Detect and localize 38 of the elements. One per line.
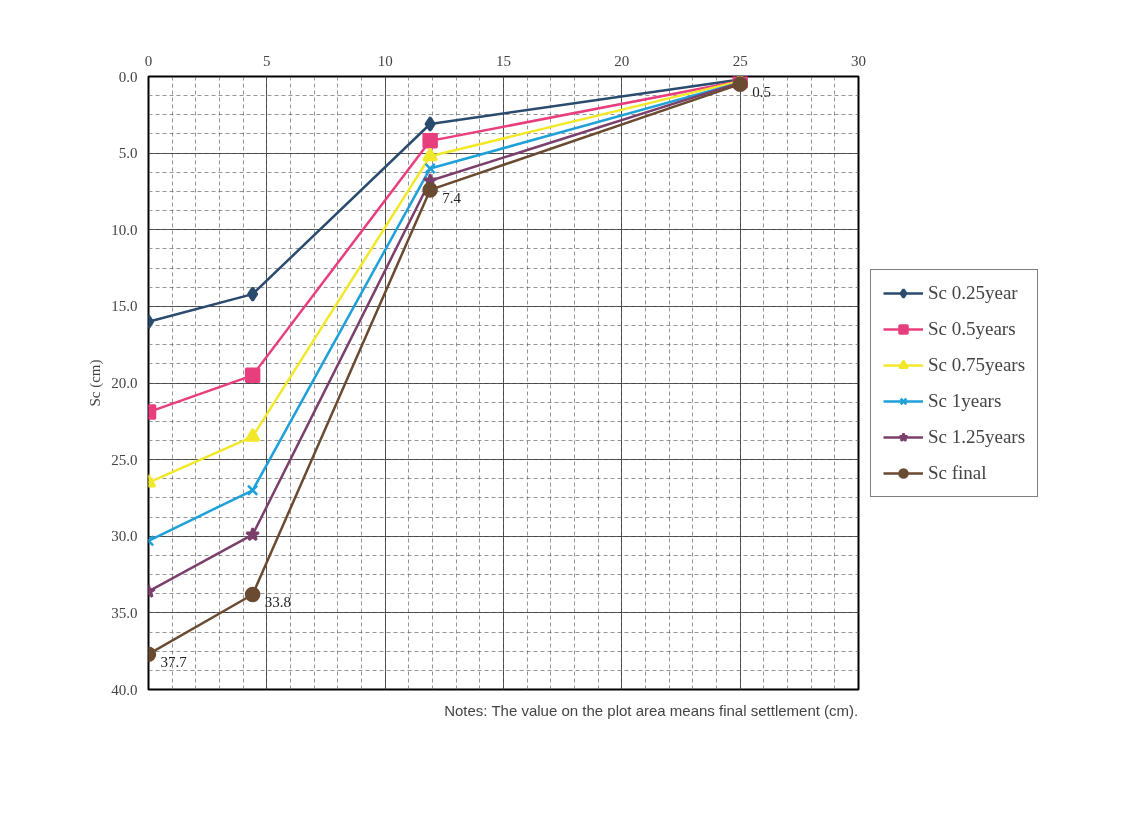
- x-tick-label: 30: [851, 52, 866, 69]
- x-tick-label: 10: [377, 52, 393, 69]
- y-tick-label: 25.0: [111, 451, 138, 468]
- point: [422, 182, 438, 198]
- point: [424, 162, 436, 175]
- point: [247, 286, 259, 302]
- x-tick-label: 15: [496, 52, 511, 69]
- point: [246, 484, 259, 497]
- legend-label: Sc 0.75years: [928, 353, 1026, 376]
- y-tick-label: 5.0: [118, 145, 138, 162]
- x-tick-label: 5: [263, 52, 271, 69]
- legend-label: Sc 0.25year: [928, 281, 1018, 304]
- x-tick-label: 20: [614, 52, 630, 69]
- data-label: 0.5: [752, 84, 771, 101]
- point: [424, 116, 436, 132]
- data-label: 37.7: [160, 654, 188, 671]
- legend-label: Sc 0.5years: [928, 317, 1016, 340]
- legend-label: Sc final: [928, 461, 987, 484]
- legend-label: Sc 1years: [928, 389, 1002, 412]
- data-label: 7.4: [442, 189, 462, 206]
- point: [244, 427, 261, 442]
- y-tick-label: 10.0: [111, 221, 138, 238]
- y-tick-label: 15.0: [111, 298, 138, 315]
- y-tick-label: 0.0: [118, 68, 138, 85]
- y-tick-label: 30.0: [111, 528, 138, 545]
- point: [422, 133, 438, 149]
- text: Notes: The value on the plot area means final settlement (cm).: [444, 701, 859, 719]
- y-tick-label: 20.0: [111, 375, 138, 391]
- point: [244, 586, 261, 603]
- point: [244, 367, 261, 384]
- point: [245, 526, 261, 542]
- x-tick-label: 0: [144, 52, 153, 69]
- y-tick-label: 40.0: [111, 681, 138, 698]
- legend-label: Sc 1.25years: [928, 425, 1026, 448]
- y-axis-title: Sc (cm): [87, 359, 105, 407]
- point: [422, 147, 438, 162]
- x-tick-label: 25: [732, 52, 748, 69]
- y-tick-label: 35.0: [111, 604, 138, 621]
